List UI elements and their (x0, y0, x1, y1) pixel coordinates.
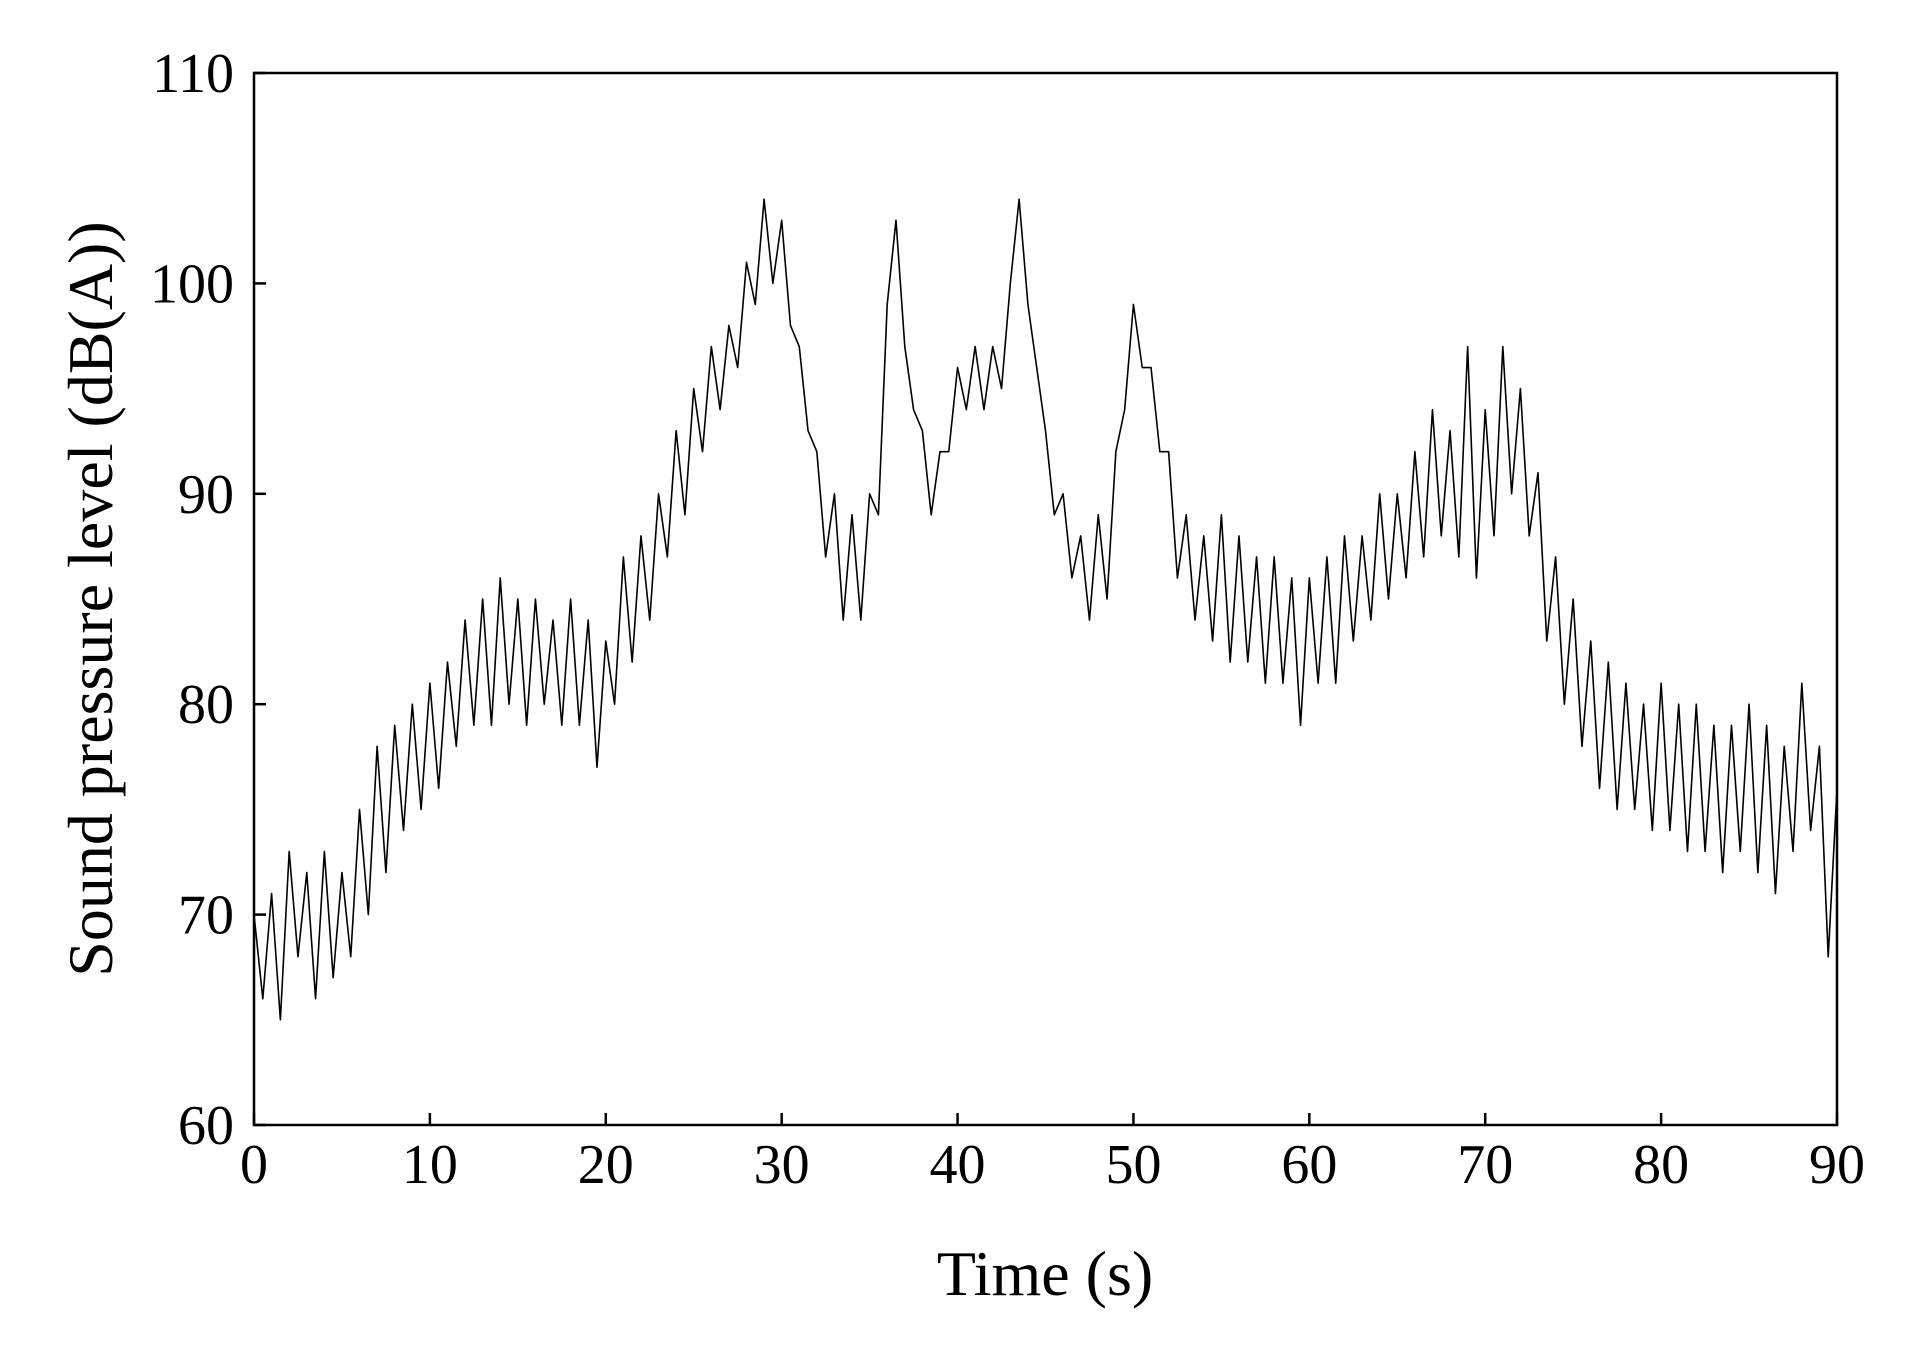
y-tick-label: 70 (178, 885, 234, 947)
data-line (253, 198, 1838, 1021)
x-tick-label: 50 (1105, 1134, 1161, 1196)
y-tick-label: 110 (152, 43, 234, 105)
x-tick-label: 70 (1457, 1134, 1513, 1196)
x-axis-label: Time (s) (937, 1238, 1153, 1309)
y-axis-label: Sound pressure level (dB(A)) (55, 221, 126, 976)
x-tick-label: 60 (1281, 1134, 1337, 1196)
x-tick-label: 80 (1633, 1134, 1689, 1196)
x-tick-label: 40 (930, 1134, 986, 1196)
y-tick-label: 100 (150, 253, 234, 315)
y-tick-label: 80 (178, 674, 234, 736)
x-tick-label: 20 (578, 1134, 634, 1196)
y-tick-label: 60 (178, 1095, 234, 1157)
y-tick-label: 90 (178, 464, 234, 526)
x-tick-label: 10 (402, 1134, 458, 1196)
plot-frame (252, 71, 1839, 1127)
x-tick-label: 30 (754, 1134, 810, 1196)
x-tick-label: 90 (1809, 1134, 1865, 1196)
x-tick-label: 0 (240, 1134, 268, 1196)
